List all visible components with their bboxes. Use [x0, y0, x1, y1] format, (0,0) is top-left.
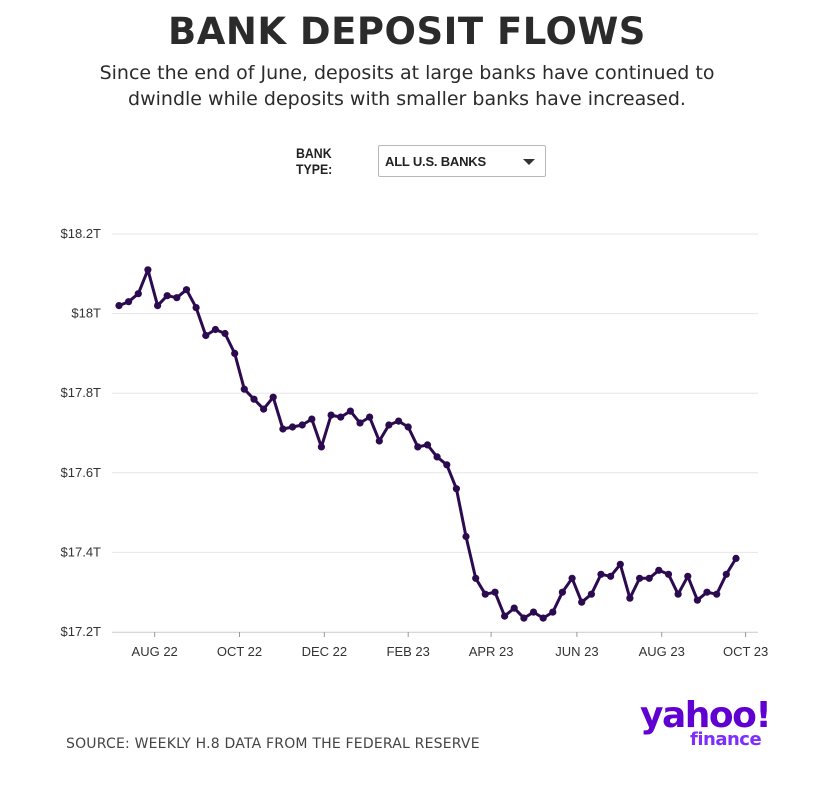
data-point[interactable]: [221, 329, 229, 338]
bank-type-dropdown[interactable]: ALL U.S. BANKS: [378, 145, 546, 177]
data-point[interactable]: [250, 395, 258, 403]
data-point[interactable]: [337, 413, 345, 421]
data-point[interactable]: [240, 385, 248, 393]
data-point[interactable]: [308, 415, 316, 423]
data-point[interactable]: [578, 598, 586, 606]
chart-title: BANK DEPOSIT FLOWS: [168, 10, 646, 53]
data-point[interactable]: [327, 411, 335, 419]
y-axis-labels: $17.2T $17.4T $17.6T $17.8T $18T $18.2T: [61, 226, 102, 639]
data-point[interactable]: [423, 441, 432, 449]
data-point[interactable]: [597, 570, 605, 578]
data-point[interactable]: [134, 290, 142, 298]
y-tick-label: $17.2T: [61, 624, 102, 639]
x-tick-label: JUN 23: [555, 644, 598, 659]
x-tick-label: OCT 23: [723, 644, 768, 659]
data-point[interactable]: [636, 574, 644, 582]
data-point[interactable]: [346, 407, 354, 415]
data-point[interactable]: [501, 612, 509, 620]
data-point[interactable]: [414, 443, 422, 451]
data-point[interactable]: [192, 304, 200, 312]
x-axis-labels: AUG 22 OCT 22 DEC 22 FEB 23 APR 23 JUN 23 AUG …: [132, 644, 769, 659]
data-point[interactable]: [568, 574, 576, 582]
data-point[interactable]: [549, 608, 557, 616]
chevron-down-icon: [523, 159, 535, 165]
grid-lines: [112, 233, 758, 633]
y-tick-label: $18T: [71, 306, 101, 321]
y-tick-label: $17.4T: [61, 544, 102, 559]
data-point[interactable]: [366, 413, 374, 421]
yahoo-wordmark: yahoo!: [640, 695, 772, 736]
series-layer: [115, 266, 740, 622]
data-point[interactable]: [211, 325, 219, 334]
data-point[interactable]: [154, 302, 162, 310]
x-tick-label: APR 23: [469, 644, 514, 659]
data-point[interactable]: [144, 266, 152, 274]
data-point[interactable]: [722, 570, 730, 578]
data-point[interactable]: [481, 590, 489, 598]
data-point[interactable]: [607, 572, 615, 580]
x-axis-ticks: [154, 632, 747, 637]
data-point[interactable]: [182, 286, 191, 294]
data-point[interactable]: [645, 574, 653, 582]
y-tick-label: $18.2T: [61, 226, 102, 241]
data-point[interactable]: [260, 405, 268, 413]
data-point[interactable]: [674, 590, 682, 598]
bank-type-selected-value: ALL U.S. BANKS: [385, 154, 486, 169]
data-point[interactable]: [655, 566, 663, 574]
data-point[interactable]: [462, 532, 470, 541]
data-point[interactable]: [443, 461, 451, 469]
data-point[interactable]: [125, 298, 133, 306]
yahoo-finance-logo: yahoo! finance: [640, 696, 780, 756]
data-point[interactable]: [713, 590, 721, 598]
bank-type-label: BANK TYPE:: [296, 145, 333, 177]
y-tick-label: $17.8T: [61, 385, 102, 400]
data-point[interactable]: [202, 331, 210, 340]
data-point[interactable]: [115, 302, 123, 310]
data-point[interactable]: [452, 485, 460, 493]
data-point[interactable]: [395, 417, 403, 425]
data-point[interactable]: [684, 572, 692, 580]
data-point[interactable]: [173, 294, 181, 302]
source-note: SOURCE: WEEKLY H.8 DATA FROM THE FEDERAL…: [66, 736, 480, 752]
data-point[interactable]: [510, 604, 518, 612]
finance-wordmark: finance: [690, 729, 762, 750]
data-point[interactable]: [298, 421, 306, 429]
y-tick-label: $17.6T: [61, 465, 102, 480]
x-tick-label: FEB 23: [387, 644, 430, 659]
data-point[interactable]: [520, 614, 528, 622]
x-tick-label: AUG 23: [639, 644, 685, 659]
data-point[interactable]: [163, 292, 171, 300]
x-tick-label: DEC 22: [302, 644, 348, 659]
data-point[interactable]: [693, 596, 702, 604]
data-point[interactable]: [529, 608, 538, 616]
data-point[interactable]: [664, 570, 673, 578]
x-tick-label: AUG 22: [132, 644, 178, 659]
data-point[interactable]: [491, 588, 499, 596]
data-point[interactable]: [539, 614, 547, 622]
data-point[interactable]: [269, 393, 277, 401]
data-point[interactable]: [616, 560, 624, 568]
bank-type-filter: BANK TYPE: ALL U.S. BANKS: [296, 144, 546, 178]
data-point[interactable]: [472, 574, 480, 582]
data-point[interactable]: [433, 453, 441, 461]
x-tick-label: OCT 22: [217, 644, 262, 659]
chart-subtitle: Since the end of June, deposits at large…: [99, 62, 715, 110]
data-point[interactable]: [279, 425, 287, 433]
data-point[interactable]: [626, 594, 634, 602]
data-point[interactable]: [317, 443, 325, 451]
deposit-line-chart: $17.2T $17.4T $17.6T $17.8T $18T $18.2T AUG 2…: [61, 226, 769, 659]
data-point[interactable]: [404, 423, 412, 431]
data-point[interactable]: [231, 349, 239, 357]
data-point[interactable]: [703, 588, 711, 596]
data-point[interactable]: [732, 554, 740, 563]
data-point[interactable]: [558, 588, 567, 596]
data-point[interactable]: [587, 590, 596, 598]
data-point[interactable]: [375, 437, 383, 445]
data-point[interactable]: [288, 423, 297, 431]
data-point[interactable]: [356, 419, 364, 427]
data-point[interactable]: [385, 421, 393, 429]
